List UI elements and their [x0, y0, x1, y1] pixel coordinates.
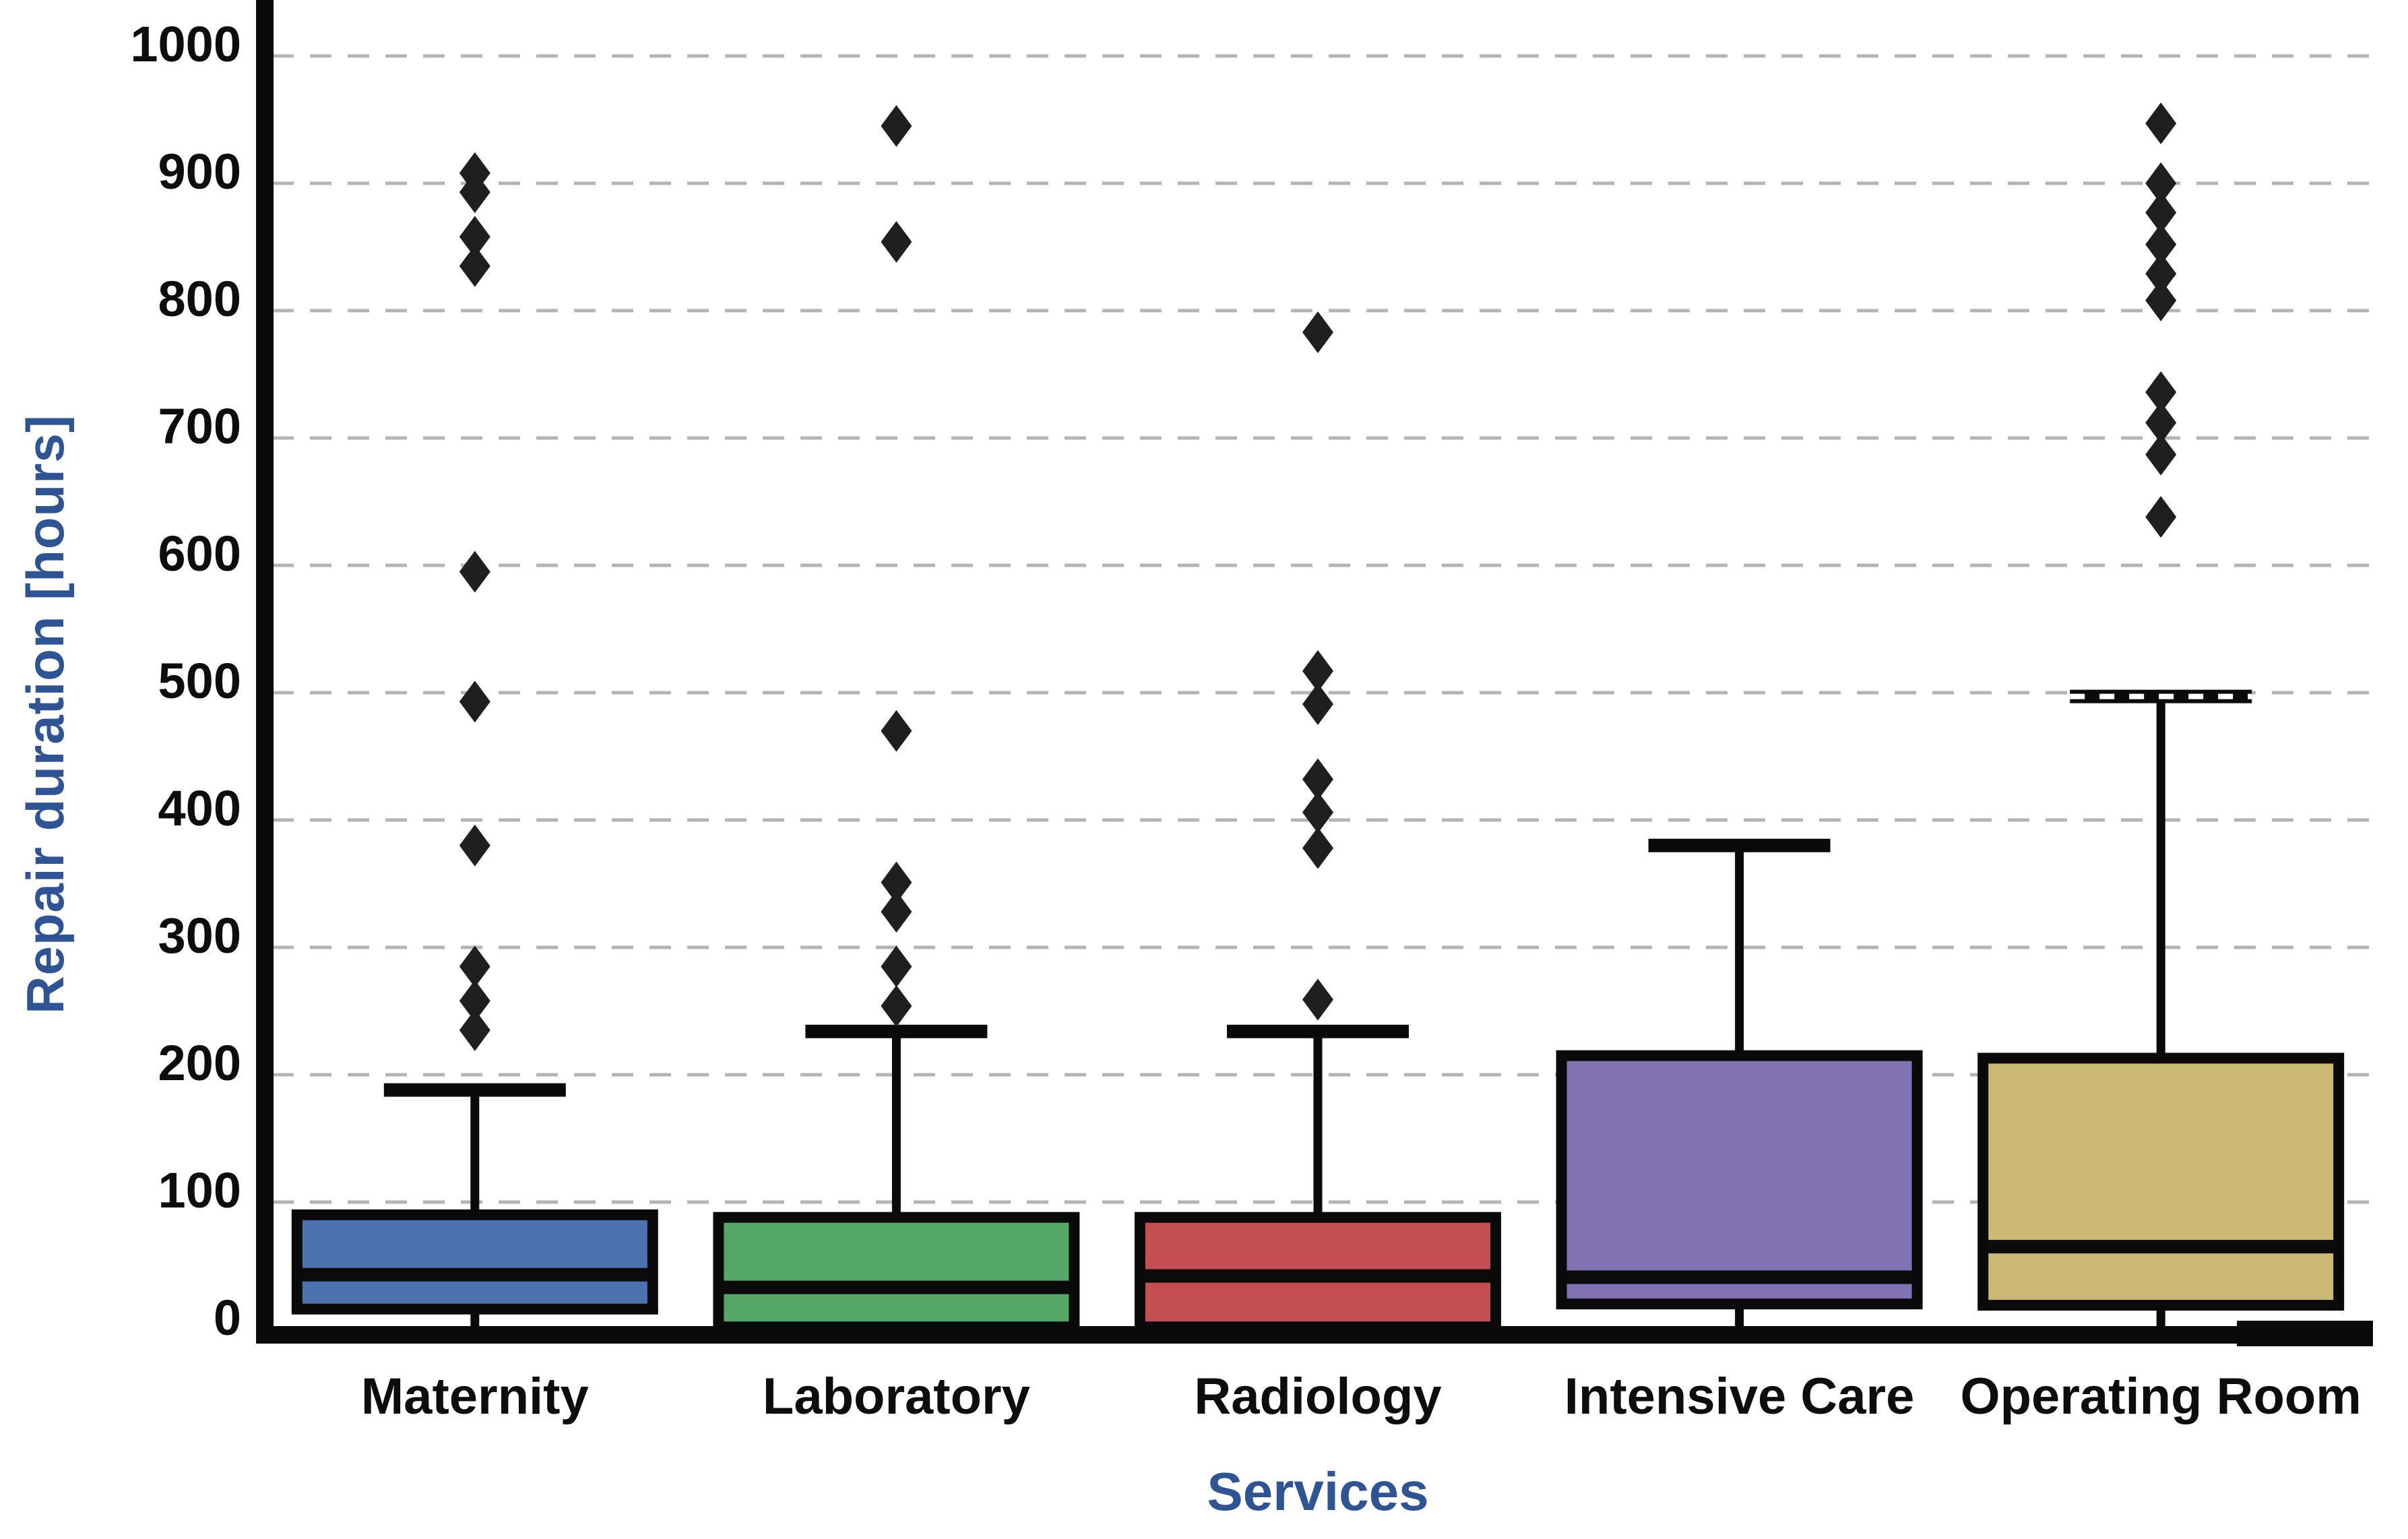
axis-end-thick-segment — [2237, 1321, 2373, 1346]
y-tick-label: 1000 — [130, 16, 241, 72]
outlier-diamond — [459, 171, 490, 214]
y-tick-label: 500 — [158, 653, 241, 709]
outlier-diamond — [881, 945, 912, 988]
outlier-diamond — [459, 551, 490, 593]
x-axis-spine — [256, 1326, 2373, 1344]
outlier-diamond — [881, 891, 912, 933]
outlier-diamond — [1302, 978, 1333, 1021]
outlier-diamond — [881, 220, 912, 263]
outlier-diamond — [1302, 650, 1333, 692]
y-tick-label: 100 — [158, 1162, 241, 1218]
outlier-diamond — [459, 945, 490, 988]
outlier-diamond — [459, 681, 490, 723]
outlier-diamond — [2145, 371, 2177, 413]
box-laboratory — [713, 1212, 1080, 1333]
outlier-diamond — [1302, 791, 1333, 834]
y-axis-spine — [256, 0, 274, 1344]
outlier-diamond — [2145, 496, 2177, 538]
outlier-diamond — [2145, 433, 2177, 476]
y-tick-label: 0 — [214, 1290, 241, 1346]
category-label: Laboratory — [763, 1368, 1030, 1425]
box-operating-room — [1977, 1053, 2345, 1311]
y-tick-label: 700 — [158, 398, 241, 454]
x-axis-title: Services — [1207, 1462, 1429, 1521]
y-tick-label: 800 — [158, 271, 241, 327]
category-label: Intensive Care — [1564, 1368, 1915, 1425]
outlier-diamond — [2145, 223, 2177, 265]
outlier-diamond — [1302, 758, 1333, 800]
outlier-diamond — [459, 245, 490, 287]
outlier-diamond — [2145, 162, 2177, 204]
y-tick-label: 200 — [158, 1035, 241, 1091]
outlier-diamond — [881, 710, 912, 752]
outlier-diamond — [459, 980, 490, 1022]
outlier-diamond — [881, 861, 912, 904]
y-tick-label: 300 — [158, 908, 241, 964]
category-label: Operating Room — [1961, 1368, 2362, 1425]
outlier-diamond — [459, 824, 490, 867]
outlier-diamond — [2145, 402, 2177, 444]
outlier-diamond — [1302, 827, 1333, 869]
outlier-diamond — [2145, 253, 2177, 295]
y-tick-label: 400 — [158, 780, 241, 836]
outlier-diamond — [881, 984, 912, 1027]
outlier-diamond — [1302, 311, 1333, 354]
outlier-diamond — [2145, 191, 2177, 234]
outlier-diamond — [2145, 102, 2177, 145]
y-tick-label: 900 — [158, 144, 241, 199]
category-label: Radiology — [1194, 1368, 1441, 1425]
outlier-diamond — [459, 216, 490, 258]
outlier-diamond — [881, 104, 912, 147]
y-axis-title: Repair duration [hours] — [15, 414, 75, 1014]
outlier-diamond — [1302, 683, 1333, 726]
outlier-diamond — [459, 1009, 490, 1051]
box-intensive-care — [1556, 1050, 1923, 1310]
y-tick-label: 600 — [158, 526, 241, 582]
box-maternity — [291, 1209, 658, 1315]
category-label: Maternity — [361, 1368, 589, 1425]
outlier-diamond — [2145, 279, 2177, 321]
